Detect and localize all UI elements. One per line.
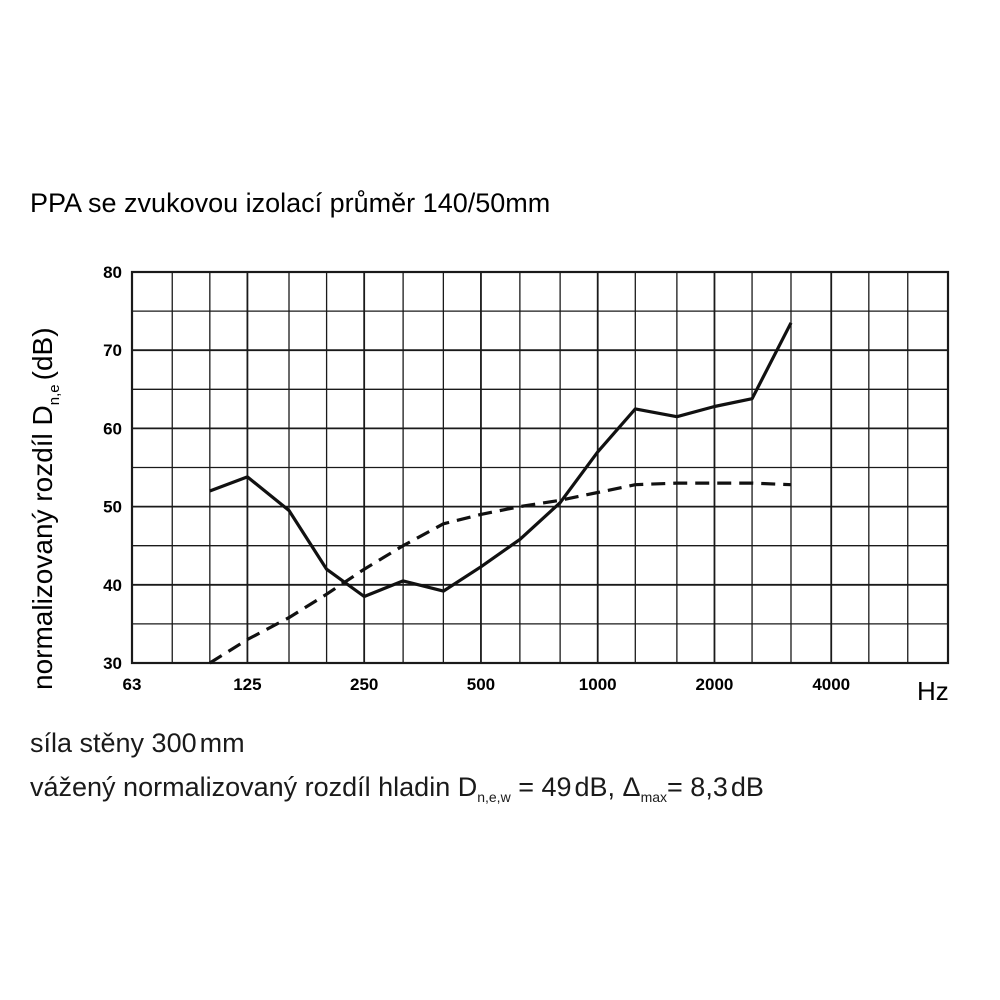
chart-ticks: 30 40 50 60 70 80 63 125 250 500 1000 2000 4000 (103, 263, 850, 694)
wall-thickness-note: síla stěny 300 mm (30, 728, 245, 758)
x-tick-label: 125 (233, 675, 261, 694)
chart-series (208, 322, 793, 665)
y-tick-label: 60 (103, 419, 122, 438)
chart-title: PPA se zvukovou izolací průměr 140/50mm (30, 188, 550, 218)
y-axis-label-unit: (dB) (27, 327, 58, 380)
y-axis-label: normalizovaný rozdíl Dn,e (dB) (27, 327, 63, 690)
chart-grid (130, 270, 950, 665)
y-axis-label-sub: n,e (46, 384, 63, 405)
x-tick-label: 250 (350, 675, 378, 694)
x-axis-unit: Hz (917, 676, 949, 706)
plot-frame (130, 270, 950, 665)
series-line-solid (209, 322, 793, 599)
x-tick-label: 500 (467, 675, 495, 694)
x-tick-label: 63 (123, 675, 142, 694)
weighted-difference-note: vážený normalizovaný rozdíl hladin Dn,e,… (30, 772, 764, 805)
x-tick-label: 2000 (696, 675, 734, 694)
y-tick-label: 40 (103, 576, 122, 595)
series-line-dashed (208, 481, 792, 665)
y-tick-label: 30 (103, 654, 122, 673)
y-tick-label: 80 (103, 263, 122, 282)
y-axis-label-main: normalizovaný rozdíl D (27, 405, 58, 690)
x-tick-label: 4000 (812, 675, 850, 694)
y-tick-label: 70 (103, 341, 122, 360)
y-tick-label: 50 (103, 498, 122, 517)
x-tick-label: 1000 (579, 675, 617, 694)
